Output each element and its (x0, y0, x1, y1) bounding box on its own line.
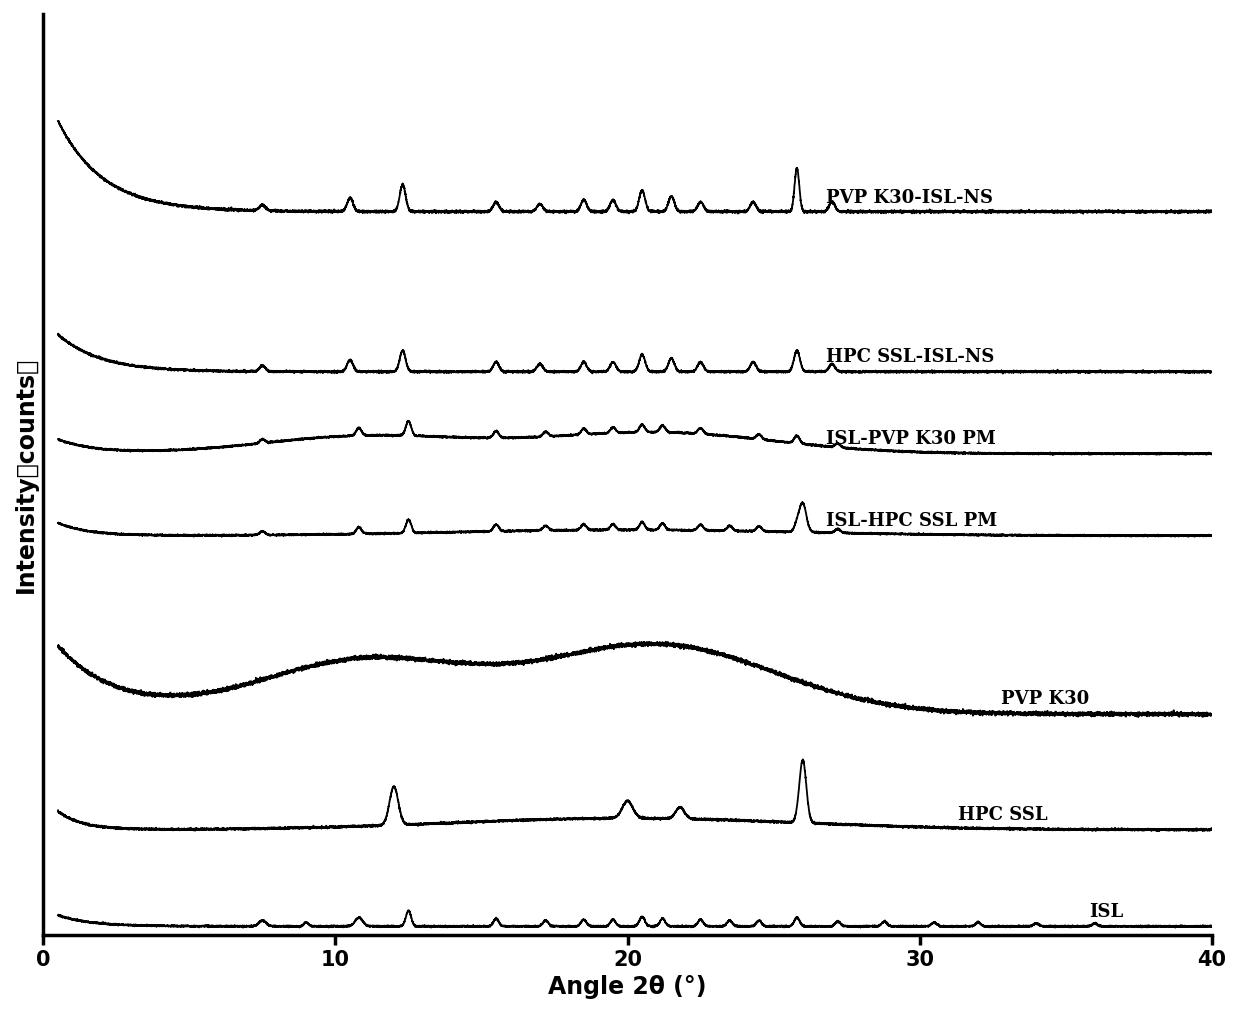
Text: PVP K30: PVP K30 (1002, 690, 1090, 708)
Y-axis label: Intensity（counts）: Intensity（counts） (14, 357, 38, 593)
Text: PVP K30-ISL-NS: PVP K30-ISL-NS (826, 188, 993, 207)
X-axis label: Angle 2θ (°): Angle 2θ (°) (548, 976, 707, 999)
Text: HPC SSL: HPC SSL (957, 806, 1047, 824)
Text: HPC SSL-ISL-NS: HPC SSL-ISL-NS (826, 347, 994, 366)
Text: ISL-HPC SSL PM: ISL-HPC SSL PM (826, 512, 997, 530)
Text: ISL-PVP K30 PM: ISL-PVP K30 PM (826, 430, 996, 448)
Text: ISL: ISL (1089, 903, 1123, 921)
